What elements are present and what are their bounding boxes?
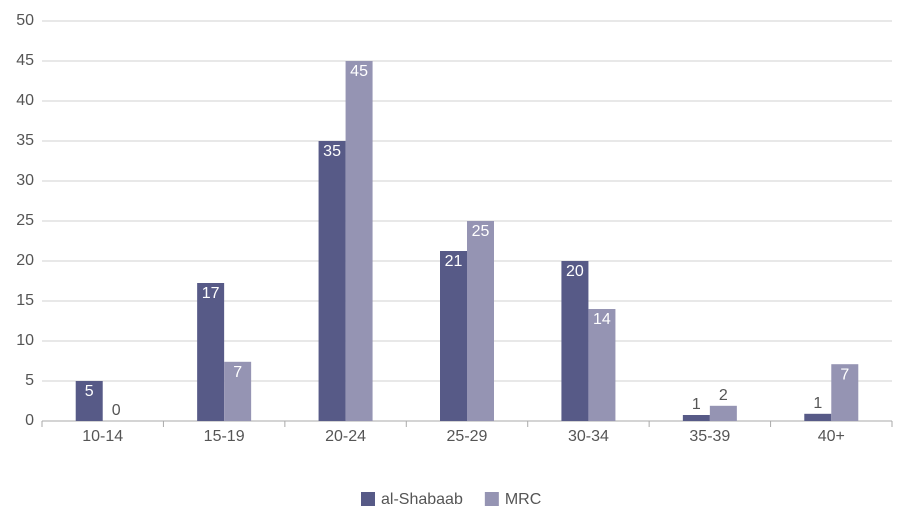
y-tick-label: 15	[16, 292, 34, 309]
y-tick-label: 25	[16, 212, 34, 229]
y-tick-label: 10	[16, 332, 34, 349]
data-label: 45	[350, 63, 368, 80]
y-tick-label: 45	[16, 52, 34, 69]
bar	[440, 251, 467, 421]
data-label: 25	[472, 223, 490, 240]
x-tick-label: 30-34	[568, 428, 609, 445]
data-label: 21	[445, 253, 463, 270]
bar	[709, 405, 737, 421]
x-tick-label: 20-24	[325, 428, 366, 445]
x-tick-label: 25-29	[447, 428, 488, 445]
bar	[831, 364, 859, 421]
y-tick-label: 40	[16, 92, 34, 109]
bar	[588, 309, 616, 421]
legend-label: MRC	[505, 491, 541, 508]
y-tick-label: 50	[16, 12, 34, 29]
data-label: 35	[323, 143, 341, 160]
bar	[804, 413, 832, 421]
data-label: 0	[112, 402, 121, 419]
y-tick-label: 30	[16, 172, 34, 189]
data-label: 14	[593, 311, 611, 328]
x-tick-label: 15-19	[204, 428, 245, 445]
legend-label: al-Shabaab	[381, 491, 463, 508]
bar	[467, 221, 494, 421]
legend-swatch	[361, 492, 375, 506]
bar	[75, 381, 103, 421]
data-label: 1	[692, 396, 701, 413]
x-tick-label: 35-39	[689, 428, 730, 445]
legend-swatch	[484, 492, 499, 506]
data-label: 5	[85, 383, 94, 400]
y-tick-label: 20	[16, 252, 34, 269]
bar	[197, 283, 225, 421]
bar	[318, 141, 346, 421]
data-label: 1	[813, 395, 822, 412]
data-label: 20	[566, 263, 584, 280]
x-tick-label: 10-14	[82, 428, 123, 445]
bar	[345, 61, 373, 421]
data-label: 17	[202, 285, 220, 302]
y-tick-label: 5	[25, 372, 34, 389]
x-tick-label: 40+	[818, 428, 845, 445]
data-label: 2	[719, 387, 728, 404]
y-tick-label: 35	[16, 132, 34, 149]
data-label: 7	[840, 366, 849, 383]
bar	[682, 415, 710, 421]
bar	[224, 361, 252, 421]
y-tick-label: 0	[25, 412, 34, 429]
data-label: 7	[233, 364, 242, 381]
bar	[561, 261, 589, 421]
